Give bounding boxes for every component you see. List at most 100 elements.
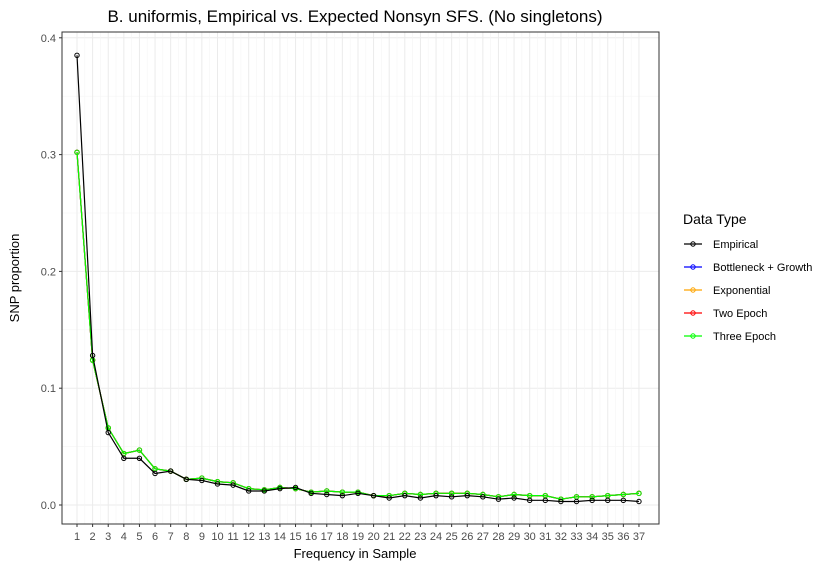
data-point: [448, 490, 455, 497]
x-tick-label: 22: [399, 531, 411, 543]
y-axis-ticks: 0.0 0.1 0.2 0.3 0.4: [41, 33, 62, 512]
x-tick-label: 2: [90, 531, 96, 543]
data-point: [136, 447, 143, 453]
data-point: [480, 494, 486, 500]
x-tick-label: 9: [199, 531, 205, 543]
x-tick-label: 7: [168, 531, 174, 543]
data-point: [558, 498, 564, 505]
x-tick-label: 30: [524, 531, 536, 543]
data-point: [105, 429, 111, 436]
data-point: [339, 492, 346, 499]
x-tick-label: 31: [539, 531, 551, 543]
series-empirical: [74, 52, 642, 505]
x-tick-label: 3: [105, 531, 111, 543]
x-tick-label: 37: [633, 531, 645, 543]
data-point: [277, 485, 283, 492]
x-tick-label: 24: [430, 531, 442, 543]
data-point: [448, 494, 455, 500]
series-line: [76, 55, 640, 503]
data-point: [511, 495, 517, 501]
data-point: [167, 468, 174, 474]
data-point: [370, 492, 377, 499]
x-tick-label: 15: [289, 531, 301, 543]
x-tick-label: 28: [492, 531, 504, 543]
legend-label: Three Epoch: [713, 331, 776, 343]
data-point: [355, 490, 361, 497]
y-axis-label: SNP proportion: [7, 234, 22, 323]
data-point: [74, 149, 80, 155]
data-point: [386, 495, 392, 501]
legend-items: Empirical Bottleneck + Growth Exponential T…: [684, 239, 812, 343]
legend-key-point: [690, 287, 696, 293]
data-point: [495, 496, 502, 502]
legend-key-point: [690, 264, 696, 270]
series-layer: [74, 52, 642, 505]
data-point: [324, 491, 330, 498]
x-tick-label: 13: [258, 531, 270, 543]
data-point: [339, 489, 346, 495]
legend-label: Bottleneck + Growth: [713, 262, 812, 274]
data-point: [308, 490, 314, 497]
legend: Data Type Empirical Bottleneck + Growth Ex…: [683, 211, 812, 343]
data-point: [620, 497, 627, 504]
data-point: [542, 497, 548, 504]
data-point: [121, 455, 127, 461]
data-point: [526, 497, 533, 504]
data-point: [89, 352, 96, 359]
x-tick-label: 10: [211, 531, 223, 543]
x-tick-label: 18: [336, 531, 348, 543]
x-tick-label: 33: [570, 531, 582, 543]
legend-title: Data Type: [683, 211, 747, 227]
x-tick-label: 29: [508, 531, 520, 543]
data-point: [636, 490, 642, 497]
x-tick-label: 34: [586, 531, 598, 543]
data-point: [214, 481, 221, 487]
x-tick-label: 1: [74, 531, 80, 543]
y-tick-label: 0.1: [41, 383, 56, 395]
legend-key-point: [690, 310, 696, 316]
data-point: [261, 488, 268, 494]
data-point: [246, 488, 252, 494]
x-tick-label: 8: [183, 531, 189, 543]
data-point: [183, 476, 189, 483]
legend-item: Bottleneck + Growth: [684, 262, 812, 274]
chart-title: B. uniformis, Empirical vs. Expected Non…: [107, 7, 602, 26]
x-tick-label: 16: [305, 531, 317, 543]
y-tick-label: 0.0: [41, 500, 56, 512]
x-tick-label: 23: [414, 531, 426, 543]
data-point: [464, 492, 470, 499]
x-tick-label: 36: [617, 531, 629, 543]
x-tick-label: 20: [367, 531, 379, 543]
x-tick-label: 27: [477, 531, 489, 543]
x-tick-label: 19: [352, 531, 364, 543]
x-tick-label: 35: [602, 531, 614, 543]
legend-label: Two Epoch: [713, 308, 767, 320]
y-tick-label: 0.4: [41, 33, 56, 45]
data-point: [74, 52, 80, 59]
grid-lines: [62, 32, 659, 524]
legend-key-point: [690, 333, 696, 339]
x-tick-label: 14: [274, 531, 286, 543]
data-point: [152, 470, 158, 477]
data-point: [433, 492, 439, 499]
x-axis-ticks: 1 2 3 4 5 6 7 8 9 10 11 12 13 14 15 16 17 18 19 20 21 22 23 24 2…: [74, 524, 645, 543]
legend-item: Three Epoch: [684, 331, 776, 343]
data-point: [324, 488, 330, 494]
legend-item: Empirical: [684, 239, 758, 251]
legend-label: Exponential: [713, 285, 771, 297]
legend-key-point: [690, 241, 696, 247]
data-point: [511, 491, 517, 498]
data-point: [636, 498, 642, 505]
data-point: [402, 492, 408, 499]
x-axis-label: Frequency in Sample: [294, 546, 417, 561]
data-point: [605, 497, 611, 504]
x-tick-label: 17: [321, 531, 333, 543]
plot-panel-border: [61, 31, 660, 525]
x-tick-label: 25: [446, 531, 458, 543]
data-point: [573, 498, 580, 505]
data-point: [230, 482, 236, 488]
x-tick-label: 12: [243, 531, 255, 543]
x-tick-label: 11: [227, 531, 238, 543]
x-tick-label: 5: [136, 531, 142, 543]
